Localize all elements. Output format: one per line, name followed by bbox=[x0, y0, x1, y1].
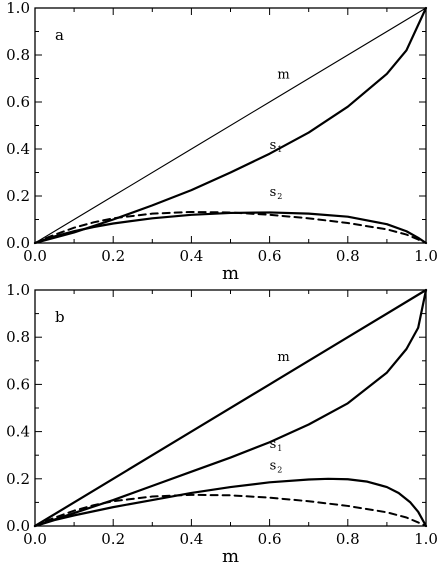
curve-label-subscript: 2 bbox=[277, 192, 282, 201]
x-tick-label: 0.6 bbox=[258, 530, 282, 548]
curve-label-s1: s1 bbox=[270, 437, 283, 453]
x-axis-title: m bbox=[222, 263, 239, 284]
y-tick-label: 0.6 bbox=[6, 93, 30, 111]
y-tick-label: 0.6 bbox=[6, 375, 30, 393]
x-tick-label: 1.0 bbox=[414, 530, 438, 548]
series-line-a-1 bbox=[34, 7, 427, 244]
y-tick-label: 0.8 bbox=[6, 328, 30, 346]
y-tick-label: 0.2 bbox=[6, 470, 30, 488]
series-line-b-4 bbox=[34, 493, 427, 527]
series-line-b-3 bbox=[33, 477, 428, 528]
x-tick-label: 0.6 bbox=[258, 247, 282, 265]
curve-label-subscript: 2 bbox=[277, 465, 282, 474]
curve-label-subscript: 1 bbox=[277, 444, 282, 453]
x-axis-title: m bbox=[222, 546, 239, 566]
x-tick-label: 0.4 bbox=[179, 247, 203, 265]
series-line-a-2 bbox=[33, 6, 428, 245]
curve-label-m: m bbox=[277, 350, 289, 365]
curve-label-s2: s2 bbox=[270, 185, 283, 201]
y-tick-label: 0.0 bbox=[6, 234, 30, 252]
series-line-a-3 bbox=[33, 211, 428, 245]
x-tick-label: 0.2 bbox=[101, 247, 125, 265]
y-tick-label: 0.4 bbox=[6, 140, 30, 158]
y-tick-label: 0.0 bbox=[6, 517, 30, 535]
series-line-b-2 bbox=[33, 288, 428, 528]
curve-label-s1: s1 bbox=[270, 138, 283, 154]
y-tick-label: 1.0 bbox=[6, 0, 30, 17]
x-tick-label: 0.0 bbox=[23, 247, 47, 265]
y-tick-label: 0.4 bbox=[6, 423, 30, 441]
curve-label-m: m bbox=[277, 68, 289, 83]
panel-label: a bbox=[55, 26, 64, 44]
panel-a: 0.0 0.2 0.4 0.6 0.8 1.0 0.0 0.2 0.4 0.6 0.8 1.0 m a m s… bbox=[6, 0, 438, 284]
curve-label-subscript: 1 bbox=[277, 145, 282, 154]
series-line-b-1 bbox=[33, 288, 428, 528]
x-tick-label: 0.8 bbox=[336, 530, 360, 548]
x-tick-label: 0.2 bbox=[101, 530, 125, 548]
x-tick-label: 0.0 bbox=[23, 530, 47, 548]
curve-label-s2: s2 bbox=[270, 458, 283, 474]
y-tick-label: 0.2 bbox=[6, 187, 30, 205]
y-tick-label: 1.0 bbox=[6, 281, 30, 299]
x-tick-label: 0.8 bbox=[336, 247, 360, 265]
x-tick-label: 1.0 bbox=[414, 247, 438, 265]
y-tick-label: 0.8 bbox=[6, 46, 30, 64]
panel-b: 0.0 0.2 0.4 0.6 0.8 1.0 0.0 0.2 0.4 0.6 0.8 1.0 m b m s… bbox=[6, 281, 438, 566]
panel-label: b bbox=[55, 308, 65, 326]
x-tick-label: 0.4 bbox=[179, 530, 203, 548]
series-line-a-4 bbox=[34, 210, 427, 244]
